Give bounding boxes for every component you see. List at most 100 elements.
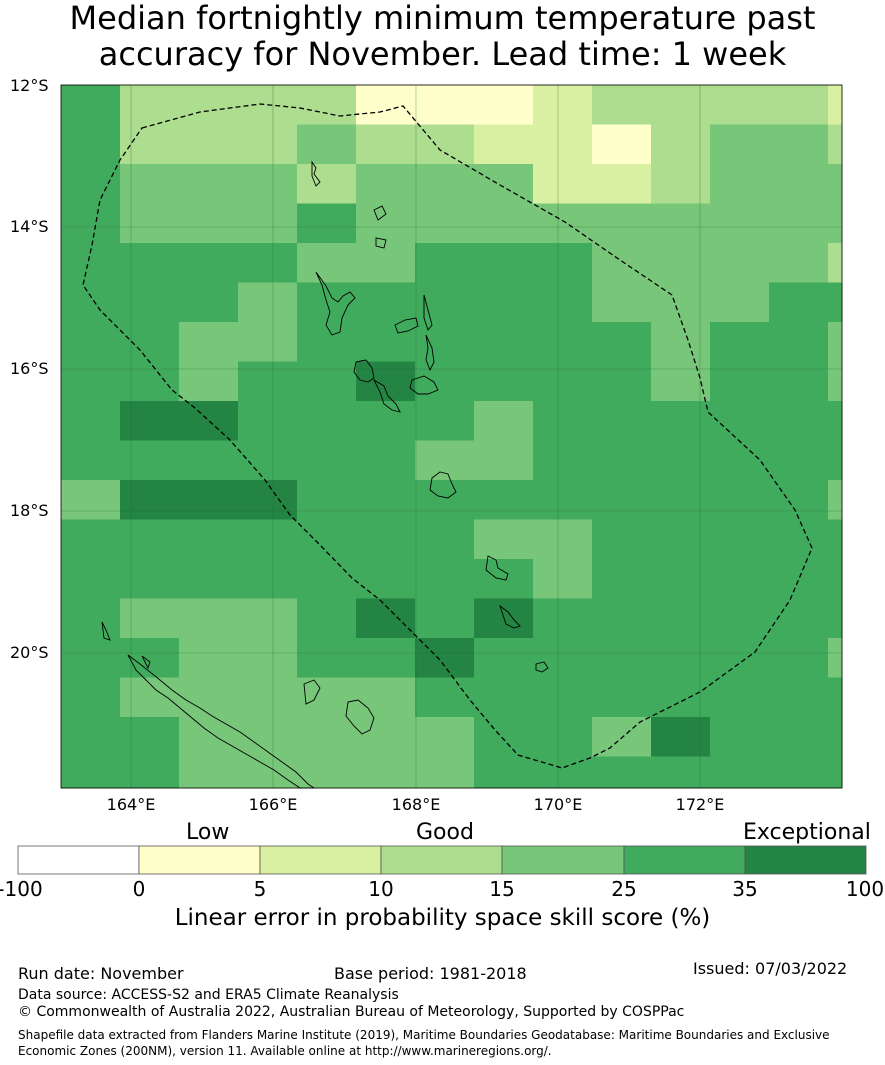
cb-tick: 35 (732, 877, 758, 901)
skill-cell (238, 361, 298, 402)
cb-tick: 25 (611, 877, 637, 901)
skill-cell (297, 124, 357, 165)
skill-cell (474, 322, 534, 362)
skill-cell (592, 243, 652, 283)
colorbar (17, 845, 867, 875)
skill-cell (651, 361, 711, 402)
skill-cell (61, 361, 121, 402)
skill-cell (710, 480, 770, 520)
skill-cell (828, 559, 843, 599)
skill-cell (120, 124, 180, 165)
skill-cell (61, 480, 121, 520)
island-outline (303, 679, 321, 705)
shapefile-line-1: Shapefile data extracted from Flanders M… (18, 1028, 830, 1042)
skill-cell (651, 124, 711, 165)
island-outline (141, 655, 151, 670)
skill-cell (356, 322, 416, 362)
skill-cell (710, 401, 770, 441)
skill-cell (474, 282, 534, 323)
skill-cell (592, 480, 652, 520)
skill-cell (651, 164, 711, 204)
skill-cell (592, 519, 652, 560)
skill-cell (533, 677, 593, 718)
skill-cell (710, 124, 770, 165)
lon-label-164e: 164°E (106, 795, 156, 814)
skill-cell (297, 243, 357, 283)
skill-cell (179, 322, 239, 362)
skill-cell (297, 559, 357, 599)
island-outline (372, 378, 401, 413)
skill-cell (238, 638, 298, 678)
skill-cell (769, 361, 829, 402)
skill-cell (120, 85, 180, 125)
skill-cell (297, 440, 357, 481)
skill-cell (592, 361, 652, 402)
skill-cell (179, 164, 239, 204)
skill-cell (651, 717, 711, 757)
skill-cell (238, 282, 298, 323)
skill-cell (238, 322, 298, 362)
skill-cell (61, 717, 121, 757)
skill-cell (592, 164, 652, 204)
lat-label-18s: 18°S (10, 501, 49, 520)
skill-cell (415, 243, 475, 283)
skill-cell (179, 282, 239, 323)
skill-cell (61, 440, 121, 481)
island-outline (373, 205, 387, 221)
skill-cell (415, 638, 475, 678)
skill-cell (297, 203, 357, 244)
skill-cell (238, 203, 298, 244)
colorbar-segment (259, 845, 382, 875)
skill-cell (474, 559, 534, 599)
skill-cell (533, 440, 593, 481)
base-period: Base period: 1981-2018 (334, 964, 527, 983)
run-date: Run date: November (18, 964, 184, 983)
skill-grid (61, 85, 843, 789)
skill-cell (769, 559, 829, 599)
skill-cell (474, 638, 534, 678)
skill-cell (474, 677, 534, 718)
skill-cell (179, 598, 239, 639)
skill-cell (356, 282, 416, 323)
skill-cell (297, 164, 357, 204)
skill-cell (415, 598, 475, 639)
skill-cell (356, 440, 416, 481)
island-outline (353, 359, 375, 383)
skill-cell (297, 401, 357, 441)
shapefile-line-2: Economic Zones (200NM), version 11. Avai… (18, 1044, 552, 1058)
skill-cell (61, 124, 121, 165)
skill-cell (179, 203, 239, 244)
skill-cell (356, 756, 416, 789)
skill-cell (61, 164, 121, 204)
copyright: © Commonwealth of Australia 2022, Austra… (18, 1004, 685, 1020)
title-line-2: accuracy for November. Lead time: 1 week (98, 35, 787, 73)
skill-cell (474, 164, 534, 204)
skill-cell (356, 559, 416, 599)
skill-cell (120, 559, 180, 599)
skill-cell (710, 85, 770, 125)
category-exceptional: Exceptional (743, 820, 871, 845)
skill-cell (415, 203, 475, 244)
skill-cell (828, 322, 843, 362)
skill-cell (415, 164, 475, 204)
skill-cell (710, 164, 770, 204)
skill-cell (415, 401, 475, 441)
skill-cell (533, 282, 593, 323)
skill-cell (592, 322, 652, 362)
skill-cell (415, 361, 475, 402)
skill-cell (238, 164, 298, 204)
skill-cell (238, 440, 298, 481)
skill-cell (415, 282, 475, 323)
skill-cell (297, 638, 357, 678)
island-outline (485, 555, 509, 581)
island-outline (394, 317, 419, 334)
skill-cell (356, 124, 416, 165)
skill-cell (356, 401, 416, 441)
skill-cell (769, 322, 829, 362)
skill-cell (179, 401, 239, 441)
skill-cell (238, 519, 298, 560)
skill-cell (179, 519, 239, 560)
lon-label-170e: 170°E (533, 795, 583, 814)
skill-cell (533, 519, 593, 560)
skill-cell (61, 322, 121, 362)
